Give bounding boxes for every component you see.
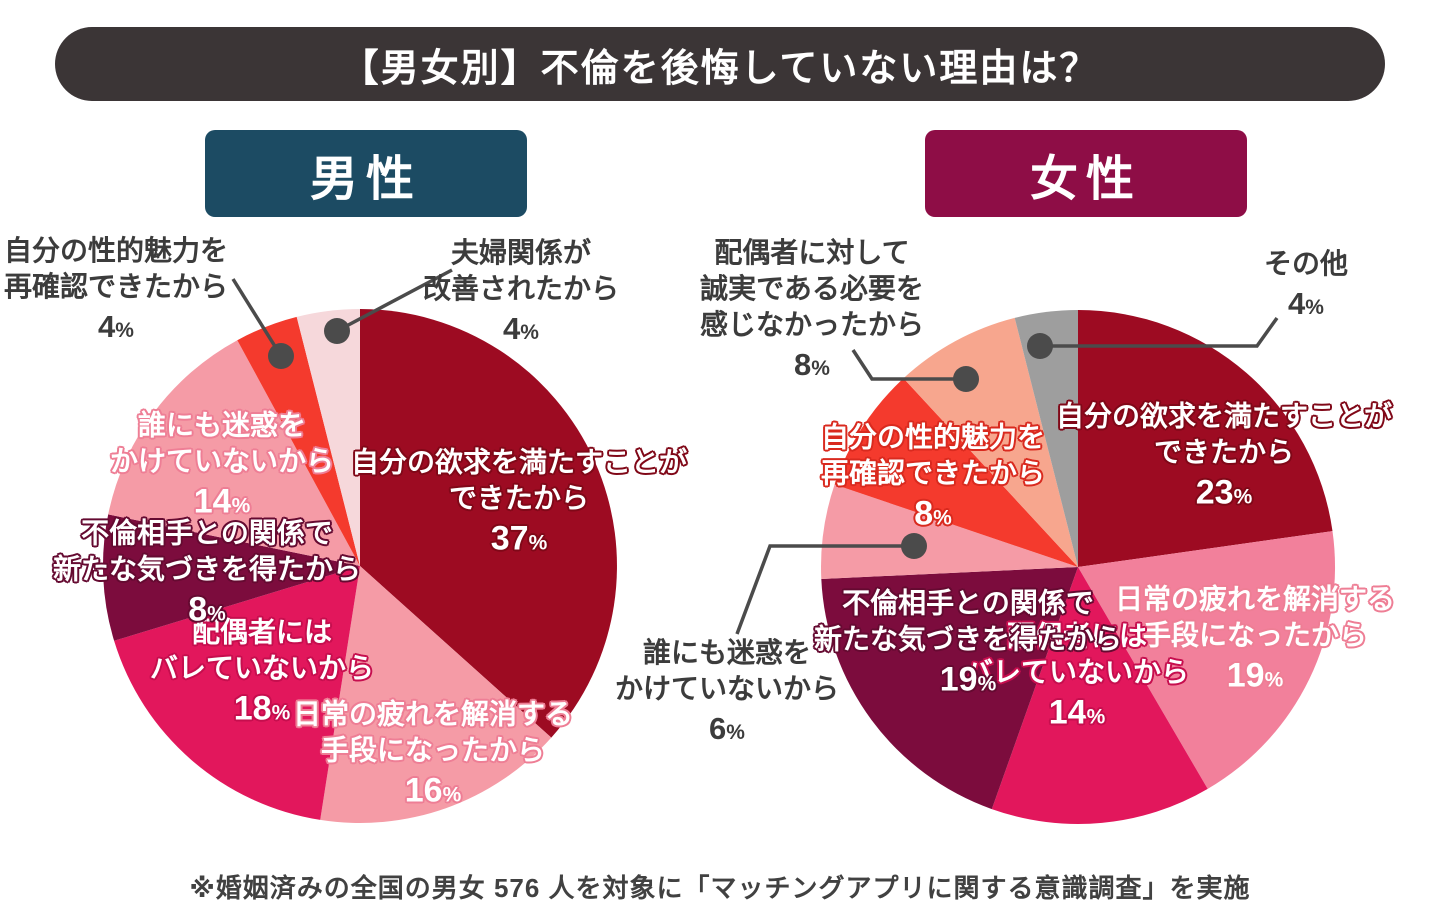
survey-footnote: ※婚姻済みの全国の男女 576 人を対象に「マッチングアプリに関する意識調査」を… bbox=[189, 873, 1251, 903]
pie-slice-female-0 bbox=[1078, 310, 1333, 567]
leader-dot bbox=[1027, 333, 1053, 359]
female-header-label: 女性 bbox=[1029, 152, 1142, 206]
pie-slice-male-2 bbox=[114, 566, 360, 820]
pie-slice-male-4 bbox=[108, 340, 360, 566]
pie-slice-female-4 bbox=[821, 484, 1078, 579]
pie-slice-female-7 bbox=[1014, 310, 1078, 567]
leader-dot bbox=[324, 318, 350, 344]
pie-slice-male-6 bbox=[296, 309, 360, 566]
pie-slice-male-0 bbox=[360, 309, 617, 738]
female-header-badge: 女性 bbox=[925, 130, 1247, 217]
pie-slice-male-3 bbox=[102, 514, 360, 641]
leader-line bbox=[735, 544, 914, 635]
pie-slice-male-1 bbox=[320, 566, 552, 823]
male-header-label: 男性 bbox=[309, 152, 422, 206]
pie-slice-female-2 bbox=[991, 567, 1208, 825]
leader-dot bbox=[268, 343, 294, 369]
leader-dot bbox=[901, 533, 927, 559]
leader-line bbox=[1040, 316, 1279, 348]
pie-slice-female-3 bbox=[821, 567, 1078, 810]
pie-slice-male-5 bbox=[237, 316, 360, 566]
pie-slice-female-5 bbox=[834, 378, 1078, 567]
leader-line bbox=[231, 278, 283, 357]
leader-line bbox=[336, 268, 453, 333]
pie-slice-female-1 bbox=[1078, 531, 1336, 789]
infographic-title-banner: 【男女別】不倫を後悔していない理由は？ bbox=[55, 27, 1385, 101]
leader-dot bbox=[953, 366, 979, 392]
leader-line bbox=[851, 349, 966, 381]
page-title: 【男女別】不倫を後悔していない理由は？ bbox=[340, 47, 1100, 90]
male-header-badge: 男性 bbox=[205, 130, 527, 217]
